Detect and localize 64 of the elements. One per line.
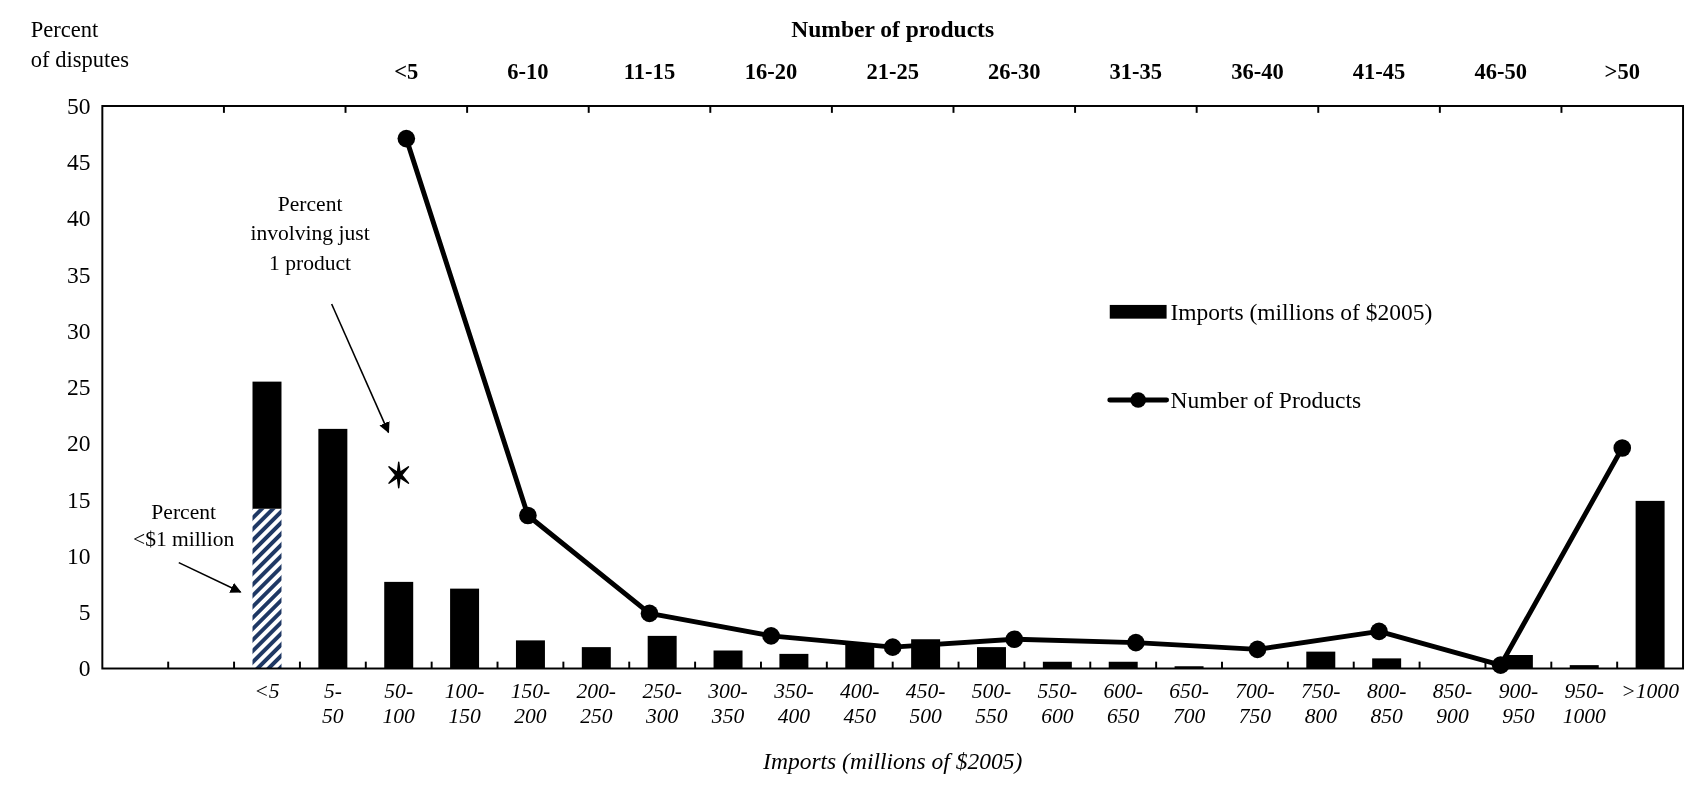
- x-tick-label: >50: [1604, 58, 1640, 84]
- x-tick-label: 200-250: [576, 678, 617, 729]
- x-tick-label: 36-40: [1231, 58, 1284, 84]
- point: [1491, 656, 1510, 674]
- x-tick-label: >1000: [1621, 678, 1680, 703]
- x-tick-label: 850-900: [1432, 678, 1473, 729]
- bar: [252, 381, 282, 509]
- x-tick-label: <5: [394, 58, 419, 84]
- x-tick-label: 100-150: [444, 678, 485, 729]
- point: [762, 627, 780, 645]
- x-tick-label: 900-950: [1498, 678, 1539, 729]
- x-tick-label: 5-50: [322, 678, 344, 729]
- annotation: Percent involving just 1 product: [250, 191, 370, 275]
- legend-label: Imports (millions of $2005): [1170, 298, 1433, 325]
- point: [397, 129, 416, 148]
- point: [1370, 622, 1388, 641]
- annotation: Percent <$1 million: [133, 499, 235, 552]
- point: [640, 604, 659, 623]
- x-tick-label: 750-800: [1301, 678, 1341, 729]
- x-tick-label: 450-500: [905, 678, 946, 729]
- y-tick-label: 45: [67, 149, 91, 176]
- y-tick-label: 10: [67, 542, 91, 569]
- point: [1005, 630, 1024, 649]
- x-tick-label: 650-700: [1169, 678, 1209, 729]
- x-tick-label: 400-450: [840, 678, 880, 729]
- y-tick-label: 30: [67, 317, 91, 344]
- x-tick-label: 350-400: [773, 678, 814, 729]
- point: [519, 506, 537, 525]
- x-tick-label: 500-550: [971, 678, 1012, 729]
- x-axis-title: Imports (millions of $2005): [762, 748, 1023, 775]
- x-tick-label: 11-15: [623, 58, 676, 84]
- x-tick-label: 21-25: [866, 58, 919, 84]
- x-tick-label: 600-650: [1103, 678, 1143, 729]
- x-tick-label: 250-300: [642, 678, 682, 729]
- x-tick-label: 50-100: [382, 678, 416, 729]
- legend-label: Number of Products: [1170, 386, 1362, 413]
- x-tick-label: 6-10: [507, 58, 549, 84]
- x-tick-label: 26-30: [988, 58, 1041, 84]
- y-tick-label: 35: [67, 261, 91, 288]
- point: [883, 638, 902, 656]
- x-tick-label: 41-45: [1352, 58, 1406, 84]
- x-tick-label: <5: [254, 678, 280, 703]
- x-tick-label: 150-200: [510, 678, 551, 729]
- point: [1613, 439, 1632, 457]
- y-tick-label: 5: [78, 599, 91, 626]
- x-tick-label: 31-35: [1109, 58, 1163, 84]
- x-tick-label: 800-850: [1366, 678, 1407, 729]
- y-tick-label: 50: [67, 92, 91, 119]
- x-axis-title: Number of products: [791, 16, 995, 43]
- y-axis-title: Percent of disputes: [30, 17, 129, 72]
- point: [1127, 633, 1145, 652]
- x-tick-label: 550-600: [1037, 678, 1078, 729]
- y-tick-label: 15: [67, 486, 91, 513]
- x-tick-label: 300-350: [707, 678, 748, 729]
- y-tick-label: 20: [67, 430, 91, 457]
- y-tick-label: 0: [78, 655, 91, 682]
- x-tick-label: 46-50: [1474, 58, 1527, 84]
- bar: [252, 508, 282, 669]
- x-tick-label: 700-750: [1235, 678, 1275, 729]
- y-tick-label: 25: [67, 374, 91, 401]
- x-tick-label: 16-20: [744, 58, 798, 84]
- y-tick-label: 40: [67, 205, 91, 232]
- x-tick-label: 950-1000: [1562, 678, 1607, 729]
- point: [1248, 640, 1267, 659]
